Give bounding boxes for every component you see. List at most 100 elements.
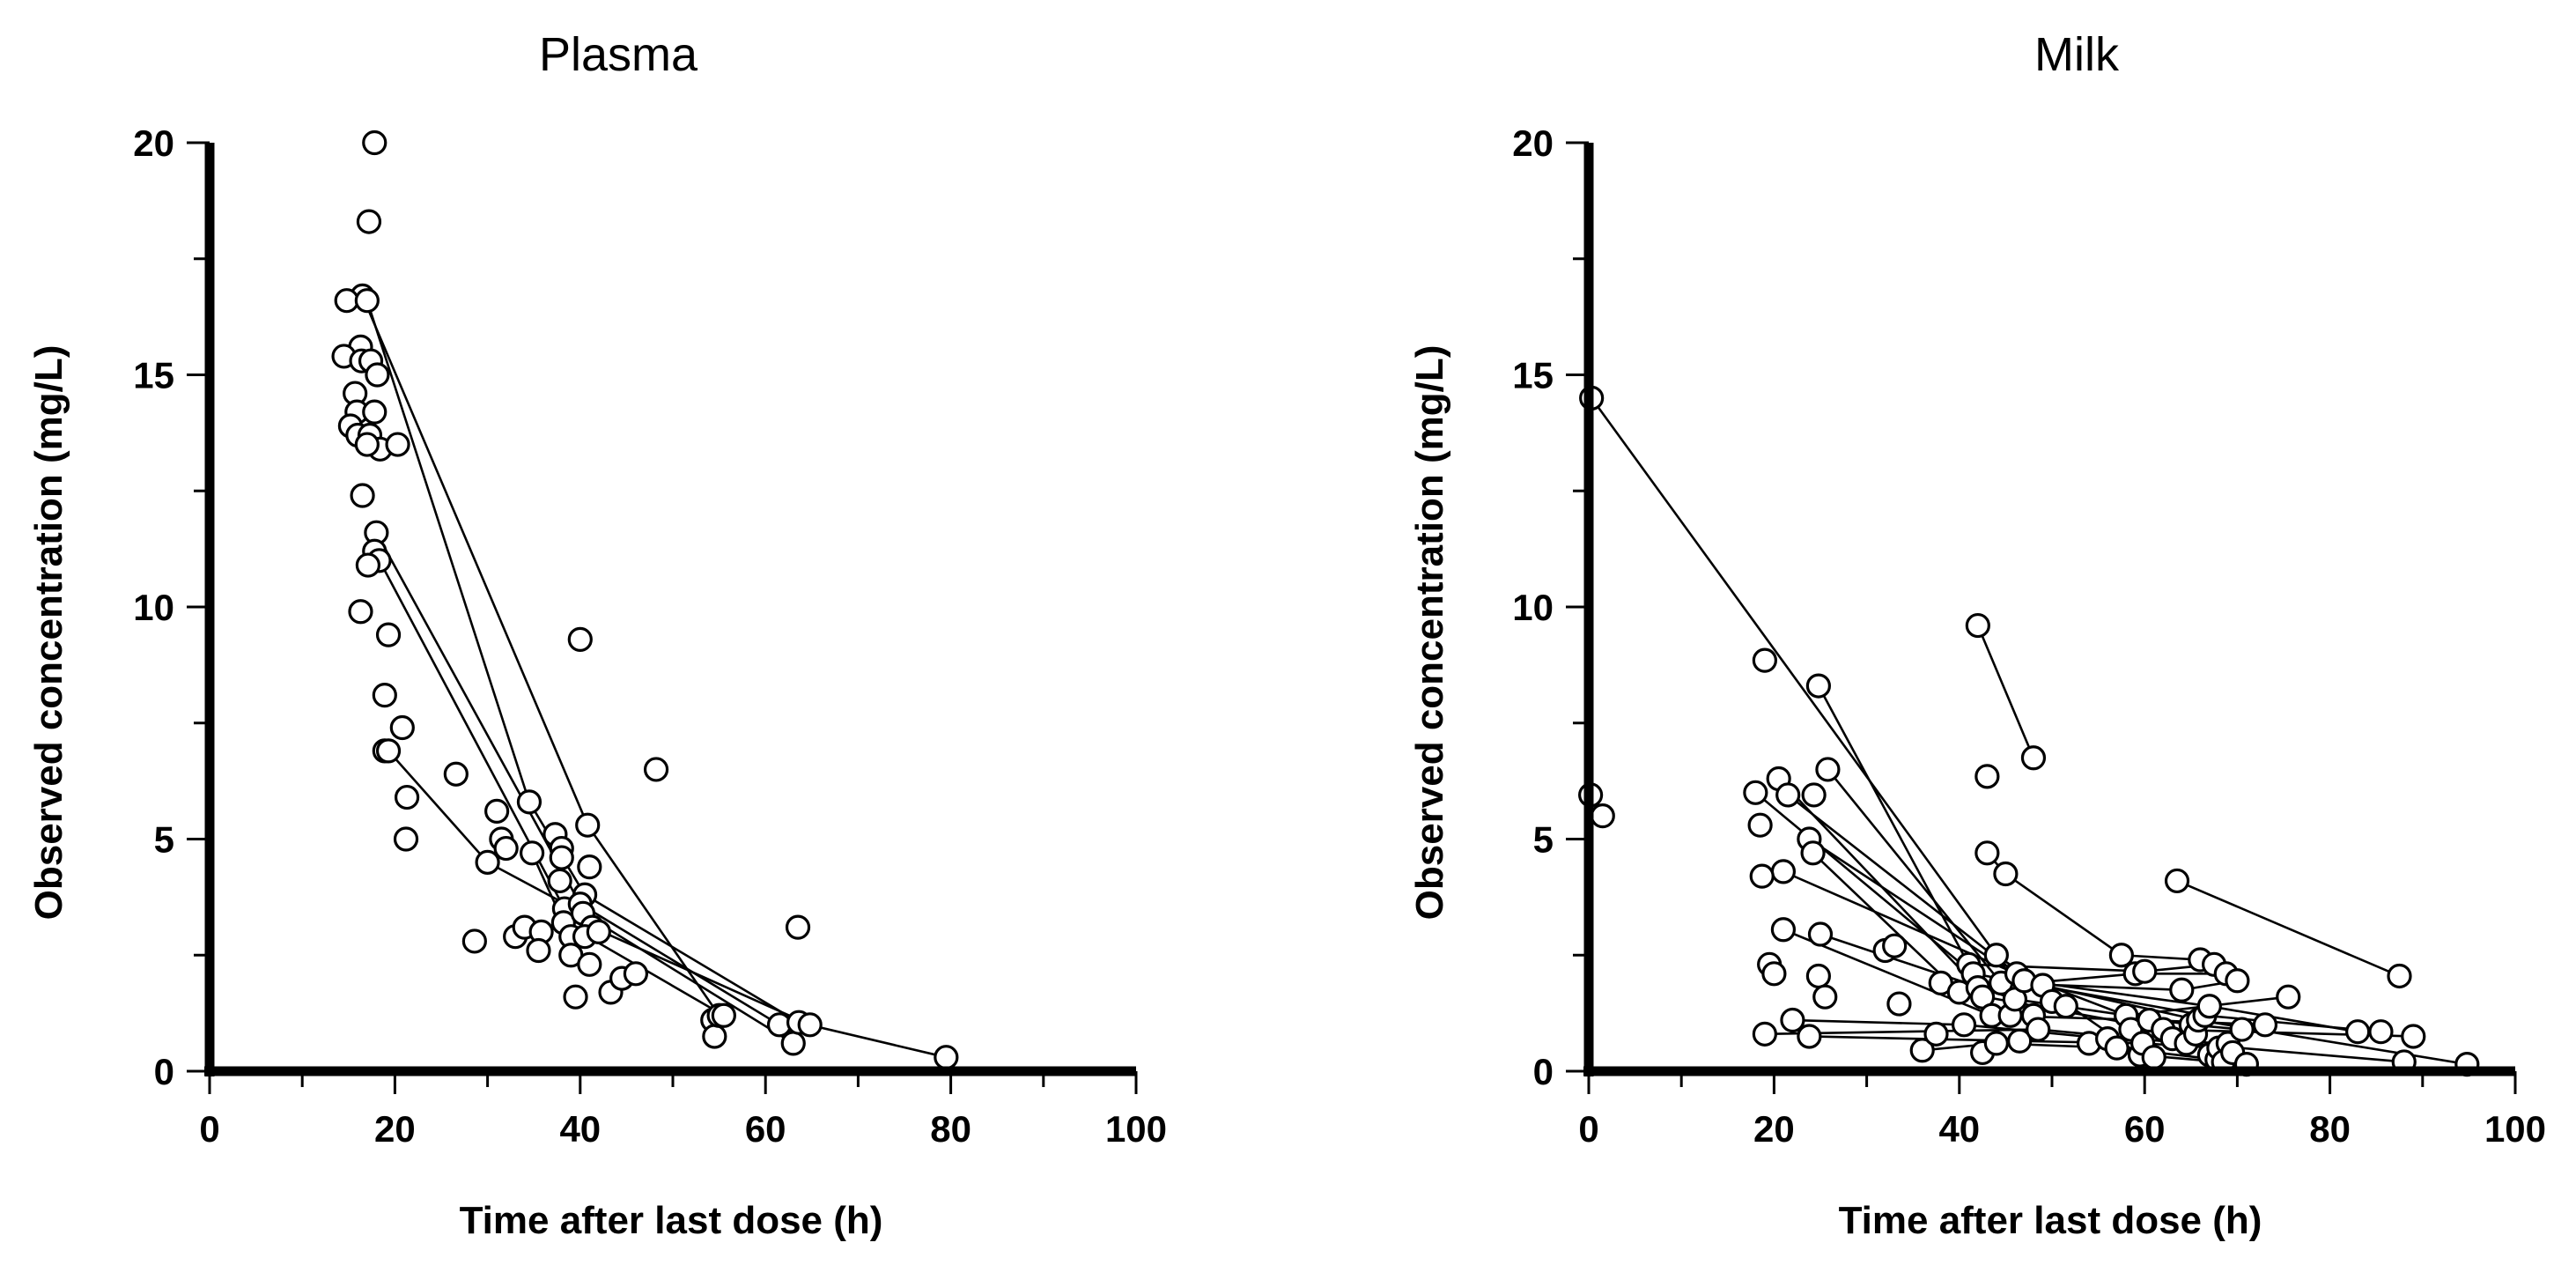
plasma-subject-line [388,750,794,1045]
plasma-data-point [623,961,649,987]
milk-y-axis-label: Observed concentration (mg/L) [1408,345,1451,921]
milk-x-tick-label: 40 [1938,1108,1980,1150]
milk-data-point [2108,943,2134,968]
milk-data-point [1801,782,1827,808]
plasma-data-point [516,789,543,815]
plasma-tick-labels: 0 20 40 60 80 100 0 5 10 15 20 [133,122,1167,1150]
plasma-subject-line [361,295,720,1017]
milk-axes [1583,143,2515,1076]
plasma-y-tick-label: 20 [133,122,174,164]
milk-subject-line [1819,933,2242,1031]
milk-data-point [1752,647,1777,673]
plasma-data-point [577,951,602,977]
plasma-x-tick-label: 80 [930,1108,971,1150]
milk-data-point [1743,780,1768,805]
milk-data-point [2132,958,2158,984]
milk-data-point [1815,757,1841,782]
plasma-data-point [780,1031,806,1056]
milk-data-point [2345,1019,2371,1045]
milk-data-point [2401,1024,2426,1049]
milk-data-point [1974,840,2000,866]
milk-data-point [1965,612,1990,639]
milk-data-point [1749,863,1775,889]
plasma-data-point [934,1045,959,1070]
milk-title: Milk [2034,28,2120,81]
milk-data-point [2020,745,2047,771]
milk-data-point [1983,943,2009,968]
plasma-data-point [375,738,402,764]
plasma-data-point [547,868,572,894]
plasma-title: Plasma [539,28,698,81]
milk-data-point [1770,859,1797,884]
milk-y-tick-label: 5 [1533,819,1554,861]
milk-y-tick-label: 20 [1512,122,1554,164]
milk-data-point [1775,782,1801,808]
milk-data-point [1761,961,1787,987]
milk-ticks [1566,141,2517,1094]
plasma-x-tick-label: 0 [199,1108,219,1150]
milk-data-point [1812,984,1838,1010]
plasma-subject-line [365,300,947,1059]
milk-y-tick-label: 10 [1512,587,1554,628]
plasma-data-point [461,928,487,954]
plasma-data-point [365,362,390,388]
milk-data-point [2252,1012,2278,1038]
milk-data-point [2229,1017,2255,1042]
plasma-x-tick-label: 60 [745,1108,786,1150]
milk-data-point [2053,994,2078,1019]
plasma-data-point [549,845,574,870]
plasma-data-point [389,714,415,741]
milk-data-point [1747,812,1773,838]
milk-data-point [1993,861,2019,887]
milk-data-point [2387,963,2412,989]
milk-subject-line [1976,625,2035,758]
plasma-y-tick-label: 5 [154,819,174,861]
plasma-data-point [362,399,388,425]
milk-x-tick-label: 60 [2124,1108,2166,1150]
milk-data-point [2368,1019,2394,1045]
plasma-y-tick-label: 0 [154,1051,174,1092]
milk-data-point [1797,1024,1822,1049]
plasma-x-tick-label: 100 [1105,1108,1167,1150]
milk-x-tick-label: 80 [2309,1108,2351,1150]
milk-data-point [2026,1017,2051,1042]
milk-data-point [1909,1038,1935,1063]
plasma-data-point [355,552,380,578]
plasma-data-point [711,1002,736,1028]
plasma-data-point [493,835,519,862]
milk-data-point [1951,1012,1977,1038]
plasma-data-point [563,984,588,1010]
milk-data-point [1800,840,1826,866]
milk-x-tick-label: 100 [2484,1108,2546,1150]
plasma-data-point [394,784,420,810]
plasma-x-tick-label: 40 [559,1108,601,1150]
plasma-x-axis-label: Time after last dose (h) [460,1199,883,1242]
milk-data-point [2225,968,2250,994]
plasma-data-point [577,854,602,880]
milk-data-point [2104,1035,2129,1061]
plasma-data-point [350,483,375,508]
milk-data-point [1590,803,1615,829]
plasma-y-tick-label: 10 [133,587,174,628]
plasma-data-point [797,1012,823,1038]
plasma-axes [204,143,1136,1076]
milk-subject-line [1986,852,2201,961]
milk-data-point [1805,673,1831,699]
milk-data-point [2196,994,2222,1019]
plasma-data-point [385,432,410,457]
milk-x-tick-label: 20 [1753,1108,1795,1150]
milk-data-point [1886,991,1912,1017]
milk-data-point [1983,1031,2009,1056]
plasma-data-point [443,761,469,787]
plasma-data-point [643,757,669,782]
plasma-ticks [187,141,1138,1094]
plasma-x-tick-label: 20 [374,1108,416,1150]
milk-tick-labels: 0 20 40 60 80 100 0 5 10 15 20 [1512,122,2546,1150]
milk-data-point [1780,1007,1805,1033]
plasma-data-point [586,919,611,945]
plasma-data-point [484,798,510,824]
milk-data-point [1807,921,1834,947]
plasma-y-tick-label: 15 [133,355,174,396]
plasma-connectors [361,295,947,1059]
